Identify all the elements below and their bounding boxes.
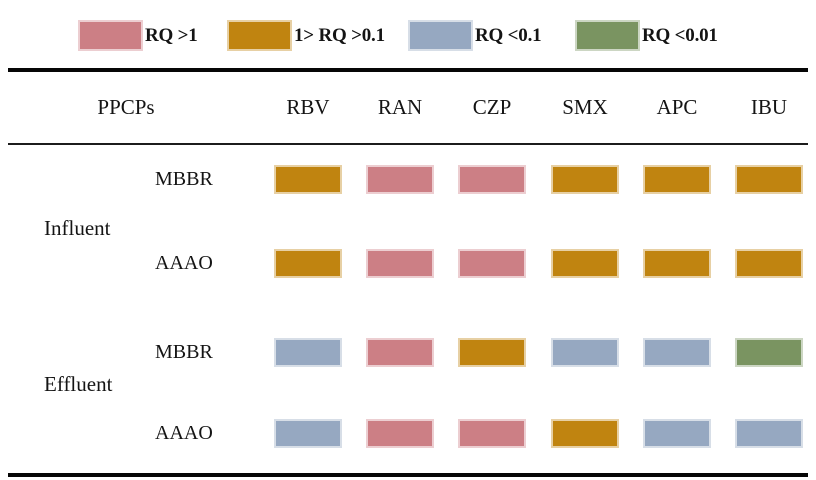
legend-swatch-rq-lt-001 [575,20,640,51]
group-label-effluent: Effluent [44,372,113,396]
cell-influent-mbbr-czp [458,165,526,194]
cell-influent-aaao-apc [643,249,711,278]
cell-influent-mbbr-rbv [274,165,342,194]
cell-influent-mbbr-ran [366,165,434,194]
legend-divider-rule [8,68,808,72]
legend-item-rq-lt-01: RQ <0.1 [408,20,542,51]
column-header-apc: APC [656,95,698,119]
row-label-effluent-aaao: AAAO [155,422,213,444]
column-header-ran: RAN [377,95,423,119]
cell-influent-aaao-czp [458,249,526,278]
cell-effluent-aaao-apc [643,419,711,448]
row-label-influent-mbbr: MBBR [155,168,213,190]
group-label-influent: Influent [44,216,111,240]
cell-influent-aaao-rbv [274,249,342,278]
column-header-ibu: IBU [750,95,788,119]
cell-effluent-mbbr-rbv [274,338,342,367]
legend-swatch-rq-gt-1 [78,20,143,51]
legend-label-rq-lt-01: RQ <0.1 [475,24,542,46]
cell-effluent-mbbr-czp [458,338,526,367]
cell-effluent-mbbr-smx [551,338,619,367]
cell-influent-mbbr-smx [551,165,619,194]
legend-label-rq-lt-001: RQ <0.01 [642,24,718,46]
cell-effluent-aaao-rbv [274,419,342,448]
column-header-czp: CZP [472,95,512,119]
legend-label-rq-between-01-and-1: 1> RQ >0.1 [294,24,385,46]
cell-influent-aaao-ibu [735,249,803,278]
column-header-rbv: RBV [286,95,330,119]
cell-effluent-aaao-ran [366,419,434,448]
cell-influent-aaao-smx [551,249,619,278]
column-header-smx: SMX [562,95,608,119]
cell-effluent-mbbr-ran [366,338,434,367]
legend-swatch-rq-between-01-and-1 [227,20,292,51]
cell-effluent-aaao-czp [458,419,526,448]
cell-effluent-mbbr-apc [643,338,711,367]
legend-swatch-rq-lt-01 [408,20,473,51]
legend-label-rq-gt-1: RQ >1 [145,24,198,46]
header-divider-rule [8,143,808,145]
legend-item-rq-lt-001: RQ <0.01 [575,20,718,51]
cell-influent-mbbr-apc [643,165,711,194]
cell-effluent-aaao-smx [551,419,619,448]
bottom-rule [8,473,808,477]
cell-influent-aaao-ran [366,249,434,278]
cell-effluent-mbbr-ibu [735,338,803,367]
cell-effluent-aaao-ibu [735,419,803,448]
legend-item-rq-between-01-and-1: 1> RQ >0.1 [227,20,385,51]
row-label-influent-aaao: AAAO [155,252,213,274]
cell-influent-mbbr-ibu [735,165,803,194]
legend-item-rq-gt-1: RQ >1 [78,20,198,51]
row-header-ppcps: PPCPs [97,95,155,119]
row-label-effluent-mbbr: MBBR [155,341,213,363]
